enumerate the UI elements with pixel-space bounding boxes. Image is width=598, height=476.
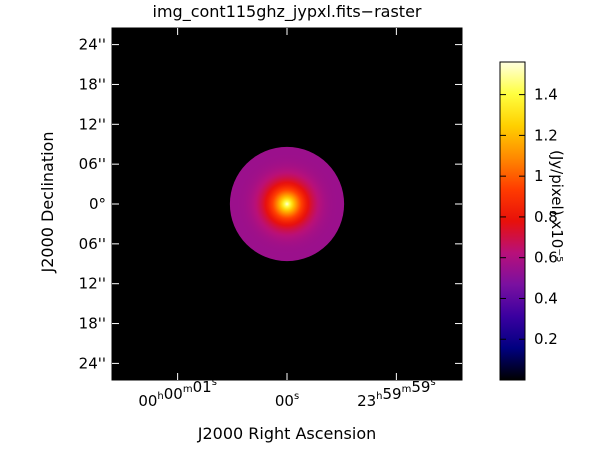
y-tick-label: 06'' <box>79 155 106 173</box>
colorbar-tick-label: 0.2 <box>534 330 558 348</box>
colorbar-tick-label: 1.4 <box>534 86 558 104</box>
colorbar-tick-label: 1.2 <box>534 126 558 144</box>
y-tick-label: 06'' <box>79 235 106 253</box>
x-tick-label: 23h59m59s <box>357 377 436 410</box>
colorbar-tick-label: 1 <box>534 167 544 185</box>
colorbar-tick-label: 0.4 <box>534 289 558 307</box>
y-tick-label: 12'' <box>79 115 106 133</box>
colorbar-tick-label: 0.8 <box>534 208 558 226</box>
x-tick-label: 00s <box>275 391 299 410</box>
y-tick-label: 18'' <box>79 315 106 333</box>
y-tick-label: 12'' <box>79 275 106 293</box>
x-axis-label: J2000 Right Ascension <box>197 424 377 443</box>
source-emission <box>229 146 345 262</box>
colorbar-tick-label: 0.6 <box>534 249 558 267</box>
colorbar <box>499 61 526 381</box>
y-tick-label: 24'' <box>79 36 106 54</box>
y-tick-label: 0° <box>89 195 106 213</box>
y-tick-label: 18'' <box>79 75 106 93</box>
chart-title: img_cont115ghz_jypxl.fits−raster <box>152 2 422 21</box>
x-tick-label: 00h00m01s <box>138 377 217 410</box>
y-tick-label: 24'' <box>79 354 106 372</box>
